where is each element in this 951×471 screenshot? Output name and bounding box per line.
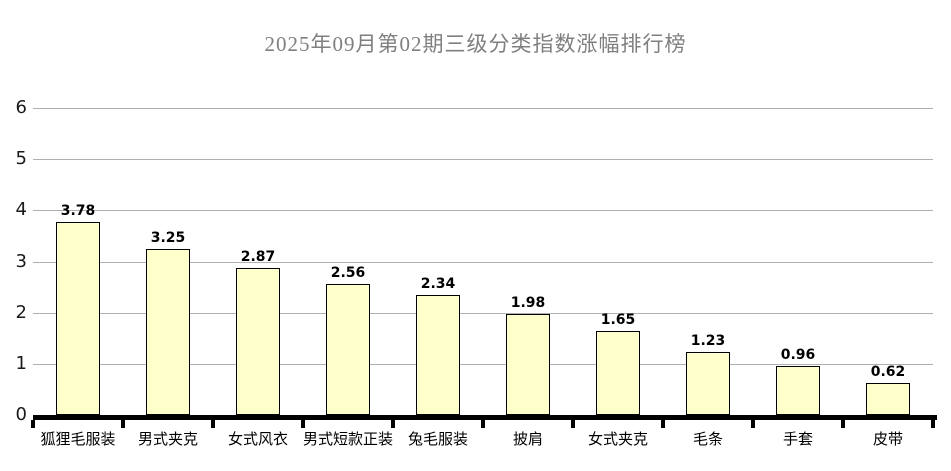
y-axis-label-3: 3	[15, 250, 27, 272]
x-axis-category-label: 女式风衣	[227, 432, 288, 448]
bar	[866, 383, 910, 415]
bar-slot: 3.25	[123, 108, 213, 415]
bar	[326, 284, 370, 415]
bar-slot: 0.96	[753, 108, 843, 415]
x-axis-category-label: 女式夹克	[587, 432, 648, 448]
gridline-2	[33, 312, 933, 314]
x-axis-category-label: 皮带	[872, 432, 903, 448]
y-axis-label-0: 0	[15, 404, 27, 425]
x-axis-tick	[211, 420, 215, 428]
gridline-1	[33, 363, 933, 365]
bar	[776, 365, 820, 415]
bar-slot: 2.34	[393, 108, 483, 415]
bar	[686, 352, 730, 415]
bar-value-label: 3.78	[60, 202, 96, 219]
x-axis-line	[33, 415, 937, 420]
y-axis-label-1: 1	[15, 352, 27, 374]
bar	[596, 330, 640, 415]
x-axis-category-label: 狐狸毛服装	[40, 432, 116, 448]
x-axis-category-label: 兔毛服装	[407, 432, 468, 448]
x-axis-category-label: 男式夹克	[137, 432, 198, 448]
gridline-4	[33, 210, 933, 212]
bar-value-label: 0.96	[780, 346, 816, 363]
bar	[506, 313, 550, 415]
x-axis-category-label: 男式短款正装	[303, 432, 394, 448]
x-axis-tick	[391, 420, 395, 428]
gridline-3	[33, 261, 933, 263]
bar	[146, 248, 190, 415]
x-axis-category-label: 披肩	[512, 432, 543, 448]
gridline-6	[33, 108, 933, 109]
bar	[416, 295, 460, 415]
bar-slot: 2.87	[213, 108, 303, 415]
bar-value-label: 1.65	[600, 311, 636, 328]
bar-slot: 3.78	[33, 108, 123, 415]
bar-slot: 2.56	[303, 108, 393, 415]
bar-value-label: 2.87	[240, 249, 276, 266]
x-axis-tick	[481, 420, 485, 428]
x-axis-tick	[301, 420, 305, 428]
y-axis-label-6: 6	[15, 97, 27, 118]
bar-value-label: 0.62	[870, 364, 906, 381]
y-axis-label-2: 2	[15, 301, 27, 323]
gridline-5	[33, 159, 933, 161]
bar-slot: 0.62	[843, 108, 933, 415]
bar	[56, 221, 100, 415]
bar-value-label: 1.98	[510, 294, 546, 311]
bar-value-label: 2.34	[420, 276, 456, 293]
bar-value-label: 2.56	[330, 265, 366, 282]
x-axis-tick	[31, 420, 35, 428]
x-axis-tick	[661, 420, 665, 428]
x-axis-tick	[931, 420, 935, 428]
x-axis-category-label: 手套	[782, 432, 813, 448]
x-axis-tick	[121, 420, 125, 428]
x-axis-tick	[571, 420, 575, 428]
x-axis-category-label: 毛条	[692, 432, 723, 448]
y-axis-label-4: 4	[15, 199, 27, 221]
x-axis-tick	[841, 420, 845, 428]
x-axis-tick	[751, 420, 755, 428]
bar-slot: 1.98	[483, 108, 573, 415]
bar-slot: 1.23	[663, 108, 753, 415]
bar-slot: 1.65	[573, 108, 663, 415]
chart-title: 2025年09月第02期三级分类指数涨幅排行榜	[264, 32, 687, 56]
plot-area: 0 1 2 3 4 5 6 狐狸毛服装 3.78 男式夹克 3.25 女式风衣 2.87 男式短款正装 2.…	[16, 99, 937, 448]
bar-value-label: 3.25	[150, 229, 186, 246]
y-axis-label-5: 5	[15, 148, 27, 170]
bar	[236, 268, 280, 415]
bar-value-label: 1.23	[690, 333, 726, 350]
